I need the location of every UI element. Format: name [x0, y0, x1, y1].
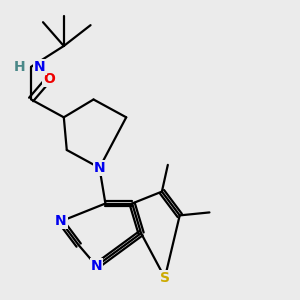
Text: N: N — [91, 259, 102, 273]
Text: N: N — [55, 214, 67, 228]
Text: N: N — [34, 60, 46, 74]
Text: O: O — [43, 72, 55, 86]
Text: S: S — [160, 271, 170, 285]
Text: N: N — [94, 161, 105, 175]
Text: H: H — [14, 60, 25, 74]
